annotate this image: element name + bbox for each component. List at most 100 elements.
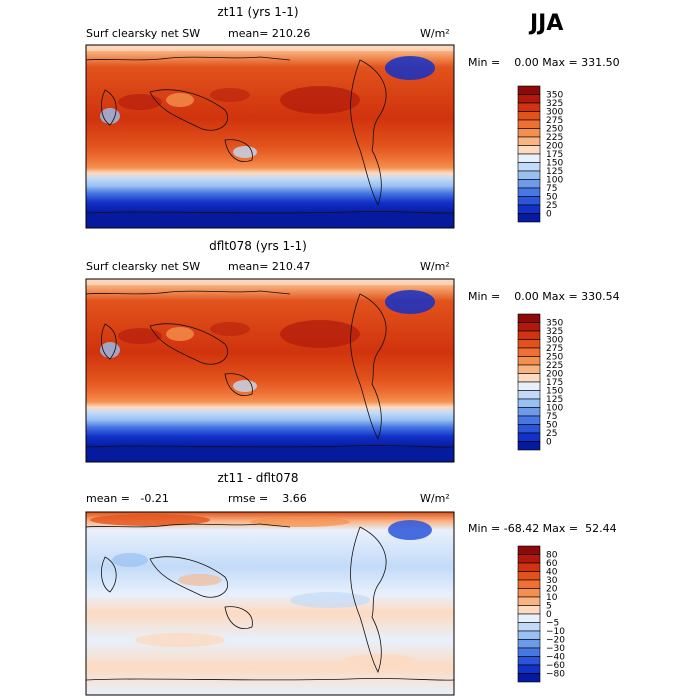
units-label: W/m² [420, 492, 450, 505]
colorbar-swatch [517, 415, 541, 425]
colorbar-swatch [517, 613, 541, 623]
colorbar-swatch [517, 153, 541, 163]
colorbar-tick-label: 225 [546, 133, 563, 143]
colorbar-swatch [517, 347, 541, 357]
colorbar-swatch [517, 596, 541, 606]
colorbar-swatch [517, 204, 541, 214]
colorbar-tick-label: 75 [546, 412, 557, 422]
colorbar-swatch [517, 162, 541, 172]
colorbar-swatch [517, 111, 541, 121]
colorbar-swatch [517, 313, 541, 323]
panel-title: zt11 (yrs 1-1) [217, 5, 298, 19]
colorbar-tick-label: 350 [546, 91, 563, 101]
colorbar-tick-label: 30 [546, 576, 558, 586]
colorbar-tick-label: 0 [546, 210, 552, 220]
colorbar-swatch [517, 390, 541, 400]
colorbar-tick-label: 300 [546, 108, 563, 118]
colorbar-swatch [517, 562, 541, 572]
colorbar-swatch [517, 213, 541, 223]
colorbar-swatch [517, 630, 541, 640]
panel-middle: dflt078 (yrs 1-1) Surf clearsky net SW m… [85, 239, 620, 463]
panel-title: zt11 - dflt078 [217, 471, 298, 485]
colorbar-swatch [517, 656, 541, 666]
map-field [86, 512, 454, 695]
mean-label: mean= 210.26 [228, 27, 310, 40]
map-frame [85, 278, 455, 463]
colorbar-tick-label: 275 [546, 344, 563, 354]
colorbar-swatch [517, 136, 541, 146]
colorbar-tick-label: 10 [546, 593, 558, 603]
colorbar-tick-label: −80 [546, 670, 565, 680]
colorbar-tick-label: −40 [546, 653, 565, 663]
coastlines [86, 56, 454, 214]
colorbar-tick-label: 300 [546, 336, 563, 346]
colorbar-tick-label: 20 [546, 585, 558, 595]
colorbar-tick-label: 175 [546, 150, 563, 160]
colorbar-swatch [517, 102, 541, 112]
colorbar-swatch [517, 579, 541, 589]
colorbar-swatch [517, 432, 541, 442]
colorbar-swatch [517, 196, 541, 206]
colorbar-tick-label: 175 [546, 378, 563, 388]
colorbar-tick-label: −10 [546, 627, 565, 637]
colorbar-swatch [517, 588, 541, 598]
colorbar-swatch [517, 339, 541, 349]
colorbar-tick-label: 275 [546, 116, 563, 126]
season-label: JJA [528, 11, 563, 36]
colorbar-swatch [517, 322, 541, 332]
colorbar-swatch [517, 94, 541, 104]
colorbar-swatch [517, 119, 541, 129]
colorbar-swatch [517, 554, 541, 564]
colorbar-swatch [517, 571, 541, 581]
colorbar-tick-label: −30 [546, 644, 565, 654]
colorbar-tick-label: 325 [546, 99, 563, 109]
colorbar-tick-label: 100 [546, 404, 563, 414]
panel-top: zt11 (yrs 1-1) Surf clearsky net SW mean… [85, 5, 620, 229]
map-frame [85, 44, 455, 229]
colorbar-tick-label: 80 [546, 551, 558, 561]
colorbar-tick-label: 250 [546, 353, 563, 363]
mean-label: mean = -0.21 [86, 492, 169, 505]
min-max-stats: Min = -68.42 Max = 52.44 [468, 522, 617, 535]
colorbar-tick-label: 0 [546, 438, 552, 448]
map-frame [85, 511, 455, 696]
colorbar-tick-label: 350 [546, 319, 563, 329]
coastlines [86, 290, 454, 448]
colorbar-swatch [517, 381, 541, 391]
colorbar-tick-label: 200 [546, 370, 563, 380]
colorbar-swatch [517, 179, 541, 189]
rmse-label: rmse = 3.66 [228, 492, 307, 505]
colorbar-tick-label: 150 [546, 159, 563, 169]
units-label: W/m² [420, 27, 450, 40]
colorbar-tick-label: −5 [546, 619, 559, 629]
colorbar-swatch [517, 622, 541, 632]
mean-label: mean= 210.47 [228, 260, 310, 273]
colorbar-tick-label: 5 [546, 602, 552, 612]
colorbar-swatch [517, 398, 541, 408]
colorbar-tick-label: 225 [546, 361, 563, 371]
colorbar-tick-label: 40 [546, 568, 558, 578]
colorbar-tick-label: 25 [546, 201, 557, 211]
colorbar-tick-label: 75 [546, 184, 557, 194]
panel-title: dflt078 (yrs 1-1) [209, 239, 307, 253]
min-max-stats: Min = 0.00 Max = 331.50 [468, 56, 620, 69]
colorbar-swatch [517, 170, 541, 180]
colorbar-tick-label: 150 [546, 387, 563, 397]
colorbar-tick-label: 250 [546, 125, 563, 135]
colorbar-swatch [517, 356, 541, 366]
colorbar-swatch [517, 330, 541, 340]
coastlines [86, 523, 454, 681]
colorbar-tick-label: 50 [546, 421, 558, 431]
colorbar-tick-label: 325 [546, 327, 563, 337]
colorbar-tick-label: −20 [546, 636, 565, 646]
colorbar-swatch [517, 441, 541, 451]
colorbar-tick-label: 50 [546, 193, 558, 203]
colorbar-swatch [517, 128, 541, 138]
panel-bottom: zt11 - dflt078 mean = -0.21 rmse = 3.66 … [85, 471, 617, 696]
colorbar-swatch [517, 364, 541, 374]
colorbar-swatch [517, 373, 541, 383]
